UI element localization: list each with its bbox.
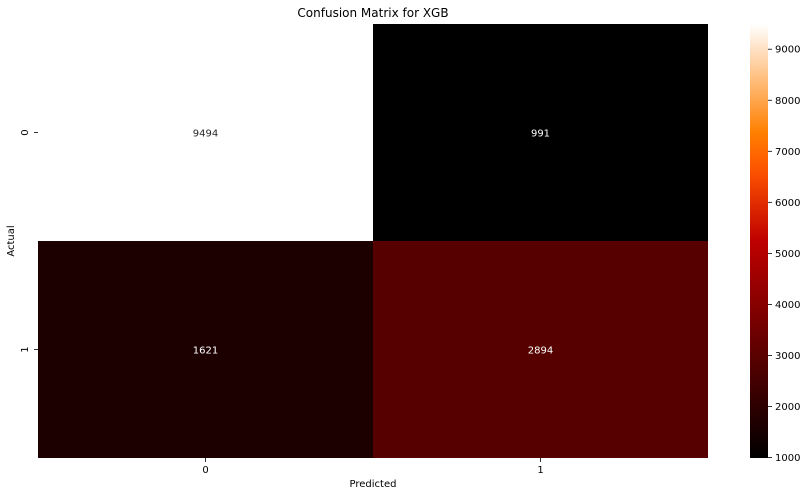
colorbar-tick-label: 1000 xyxy=(775,453,800,464)
cell-value-label: 2894 xyxy=(528,346,553,357)
colorbar-tick-label: 6000 xyxy=(775,198,800,209)
x-tick-label: 0 xyxy=(202,465,208,476)
cell-value-label: 1621 xyxy=(193,346,218,357)
colorbar-tick-label: 7000 xyxy=(775,147,800,158)
heatmap-cell xyxy=(38,24,373,241)
colorbar-tick-label: 2000 xyxy=(775,402,800,413)
colorbar-tick-label: 4000 xyxy=(775,300,800,311)
y-tick-label: 0 xyxy=(20,129,31,135)
colorbar xyxy=(750,24,768,458)
y-tick-label: 1 xyxy=(20,346,31,352)
colorbar-tick-label: 9000 xyxy=(775,45,800,56)
colorbar-tick-label: 5000 xyxy=(775,249,800,260)
heatmap-cell xyxy=(38,241,373,458)
heatmap-cell-labels: 9494 991 1621 2894 xyxy=(193,129,553,357)
x-tick-label: 1 xyxy=(537,465,543,476)
x-axis-label: Predicted xyxy=(350,479,397,490)
y-axis-label: Actual xyxy=(6,225,17,256)
heatmap-cells xyxy=(38,24,708,458)
colorbar-tick-label: 8000 xyxy=(775,96,800,107)
y-axis-ticks: 01 xyxy=(20,129,38,353)
heatmap-cell xyxy=(373,24,708,241)
cell-value-label: 9494 xyxy=(193,129,218,140)
colorbar-tick-label: 3000 xyxy=(775,351,800,362)
colorbar-ticks: 1000 2000 3000 4000 5000 6000 7000 8000 9000 xyxy=(768,45,800,464)
chart-title: Confusion Matrix for XGB xyxy=(297,6,448,20)
heatmap-cell xyxy=(373,241,708,458)
cell-value-label: 991 xyxy=(531,129,550,140)
